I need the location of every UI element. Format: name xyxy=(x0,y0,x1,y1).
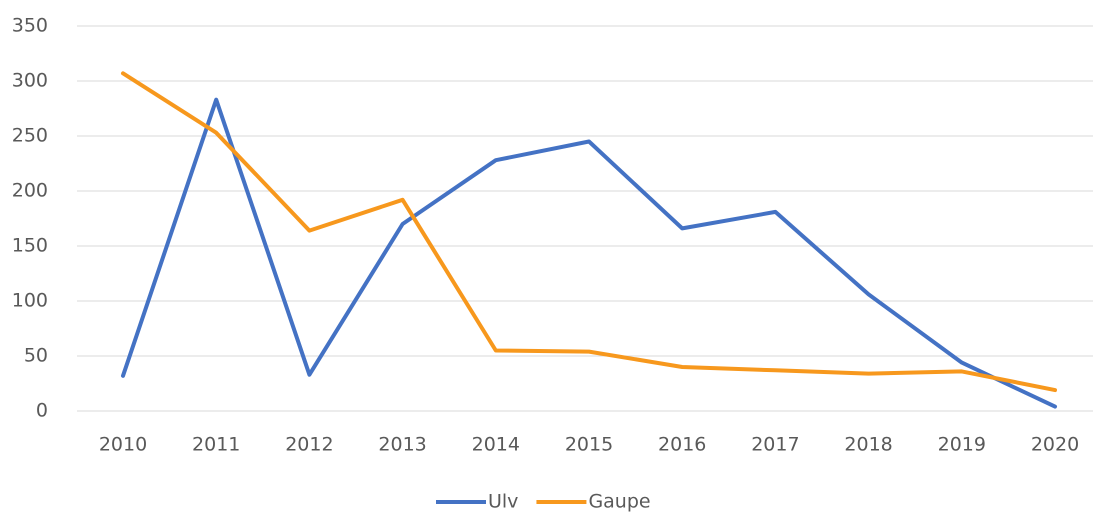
x-tick-label: 2018 xyxy=(844,434,892,456)
x-tick-label: 2012 xyxy=(285,434,333,456)
x-tick-label: 2015 xyxy=(565,434,613,456)
y-tick-label: 50 xyxy=(24,345,48,367)
y-tick-label: 0 xyxy=(36,400,48,422)
y-tick-label: 100 xyxy=(12,290,48,312)
legend-label: Ulv xyxy=(488,491,518,513)
y-tick-label: 150 xyxy=(12,235,48,257)
line-series xyxy=(121,97,1057,409)
x-tick-label: 2011 xyxy=(192,434,240,456)
y-tick-label: 250 xyxy=(12,125,48,147)
x-tick-label: 2017 xyxy=(751,434,799,456)
x-tick-label: 2014 xyxy=(472,434,520,456)
y-tick-label: 300 xyxy=(12,70,48,92)
line-series xyxy=(121,71,1057,393)
x-tick-label: 2016 xyxy=(658,434,706,456)
y-tick-label: 350 xyxy=(12,15,48,37)
x-tick-label: 2020 xyxy=(1031,434,1079,456)
legend-label: Gaupe xyxy=(588,491,650,513)
x-tick-label: 2010 xyxy=(99,434,147,456)
x-tick-label: 2013 xyxy=(378,434,426,456)
x-tick-label: 2019 xyxy=(938,434,986,456)
y-tick-label: 200 xyxy=(12,180,48,202)
